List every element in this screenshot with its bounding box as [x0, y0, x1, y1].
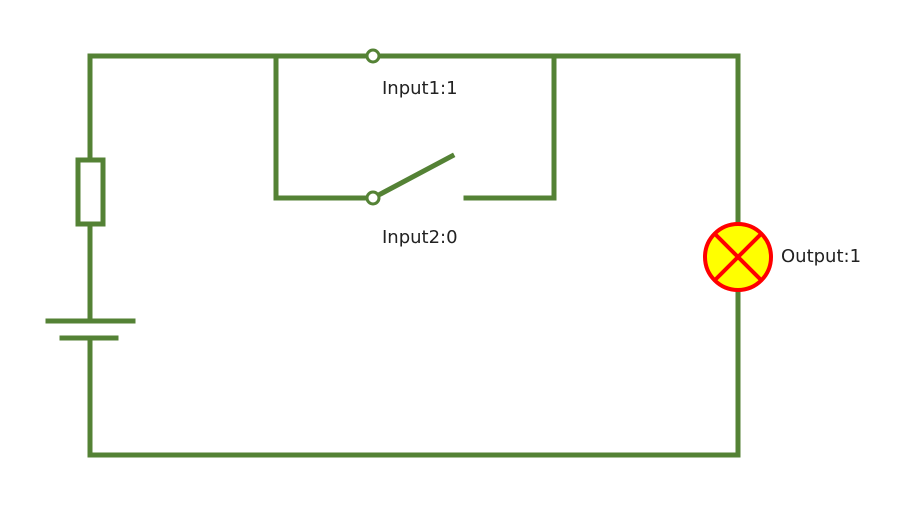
input1-label: Input1:1 [382, 78, 458, 99]
battery-icon [45, 318, 136, 341]
wire-left-upper [87, 53, 376, 163]
wire-branch-left [273, 53, 376, 201]
parallel-branch [273, 53, 557, 201]
output-label: Output:1 [781, 246, 862, 267]
input2-terminal [365, 190, 381, 206]
input1-terminal [365, 48, 381, 64]
wire-branch-right [463, 53, 557, 201]
lamp-icon [703, 222, 773, 292]
lamp-cross-b [712, 231, 764, 283]
switch-closed-icon [365, 48, 381, 64]
input2-switch-lever [369, 152, 456, 202]
wire-top-right [370, 53, 741, 228]
wire-bottom-loop [87, 287, 741, 458]
resistor-icon [75, 157, 106, 227]
input2-label: Input2:0 [382, 227, 458, 248]
outer-wires [87, 53, 741, 458]
switch-open-icon [365, 152, 456, 206]
resistor-body [75, 157, 106, 227]
